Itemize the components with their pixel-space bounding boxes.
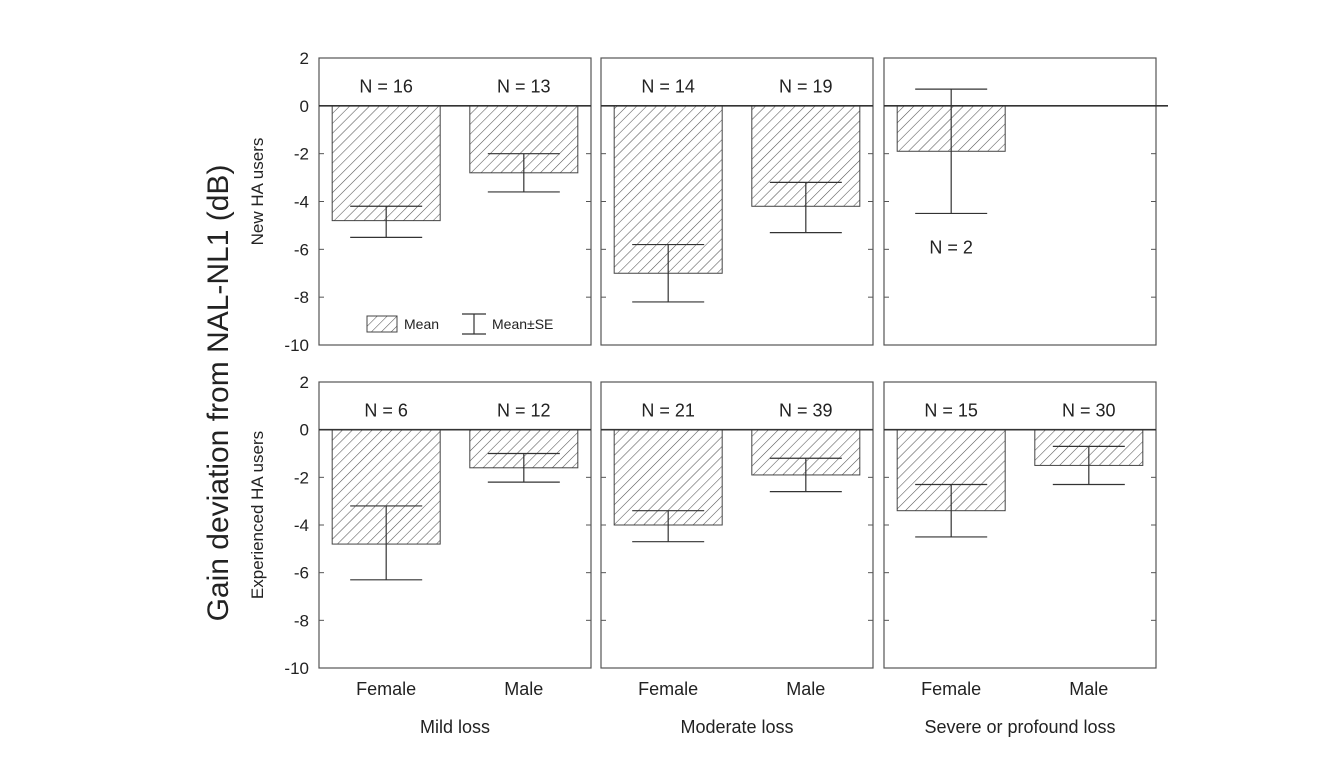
n-label: N = 2 (929, 237, 973, 257)
n-label: N = 6 (364, 401, 408, 421)
y-axis-label: Gain deviation from NAL-NL1 (dB) (202, 165, 235, 622)
n-label: N = 13 (497, 77, 551, 97)
panel-frame (883, 57, 1157, 346)
y-tick-label: 0 (300, 97, 309, 116)
column-label: Moderate loss (680, 717, 793, 737)
row-label: New HA users (248, 138, 267, 246)
panel: N = 21 N = 39 Female Male Moderate loss (600, 381, 874, 737)
y-tick-label: 0 (300, 421, 309, 440)
panel-frame (883, 381, 1157, 669)
n-label: N = 39 (779, 401, 833, 421)
legend: Mean Mean±SE (366, 313, 553, 335)
bar (613, 429, 723, 526)
column-label: Severe or profound loss (924, 717, 1115, 737)
x-tick-label: Female (921, 679, 981, 699)
y-tick-label: -4 (294, 516, 309, 535)
panel: N = 6 N = 12 Female Male Mild loss (318, 381, 592, 737)
y-tick-label: -10 (284, 336, 309, 355)
panel: N = 2 (883, 57, 1168, 346)
legend-mean-label: Mean (404, 316, 439, 332)
panel: N = 14 N = 19 (600, 57, 874, 346)
y-tick-label: -6 (294, 564, 309, 583)
panel: N = 16 N = 13 (318, 57, 592, 346)
x-tick-label: Female (638, 679, 698, 699)
n-label: N = 12 (497, 401, 551, 421)
x-tick-label: Male (1069, 679, 1108, 699)
n-label: N = 14 (641, 77, 695, 97)
bar (331, 105, 441, 222)
n-label: N = 15 (924, 401, 978, 421)
y-tick-label: 2 (300, 373, 309, 392)
x-tick-label: Female (356, 679, 416, 699)
y-tick-label: 2 (300, 49, 309, 68)
x-tick-label: Male (504, 679, 543, 699)
n-label: N = 16 (359, 77, 413, 97)
n-label: N = 21 (641, 401, 695, 421)
y-tick-label: -8 (294, 288, 309, 307)
y-tick-label: -8 (294, 611, 309, 630)
x-tick-label: Male (786, 679, 825, 699)
column-label: Mild loss (420, 717, 490, 737)
n-label: N = 30 (1062, 401, 1116, 421)
y-tick-label: -2 (294, 145, 309, 164)
y-tick-label: -6 (294, 240, 309, 259)
y-tick-label: -10 (284, 659, 309, 678)
y-tick-label: -4 (294, 193, 309, 212)
n-label: N = 19 (779, 77, 833, 97)
legend-mean-swatch (366, 315, 398, 333)
legend-error-label: Mean±SE (492, 316, 553, 332)
y-tick-label: -2 (294, 468, 309, 487)
row-label: Experienced HA users (248, 431, 267, 599)
panel: N = 15 N = 30 Female Male Severe or profound… (883, 381, 1157, 737)
